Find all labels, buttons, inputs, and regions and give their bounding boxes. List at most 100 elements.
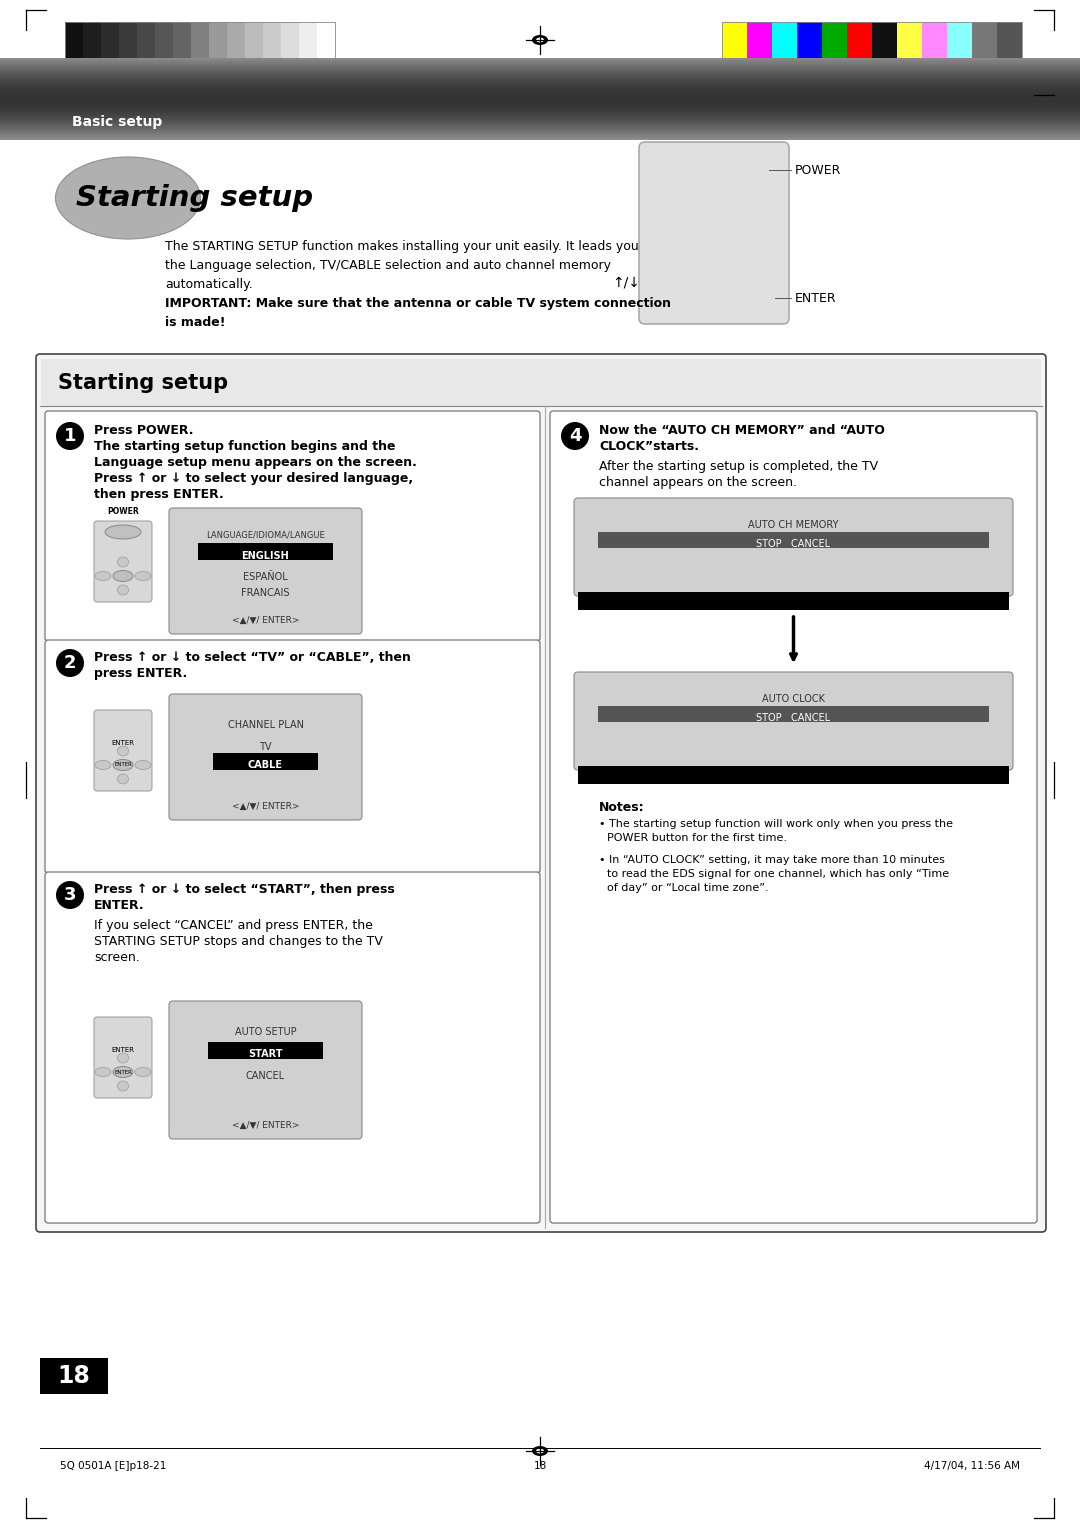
Ellipse shape <box>113 570 133 582</box>
Text: automatically.: automatically. <box>165 278 253 290</box>
Text: the Language selection, TV/CABLE selection and auto channel memory: the Language selection, TV/CABLE selecti… <box>165 260 611 272</box>
Bar <box>797 21 822 58</box>
Text: 5Q 0501A [E]p18-21: 5Q 0501A [E]p18-21 <box>60 1461 166 1471</box>
Bar <box>102 21 119 58</box>
Ellipse shape <box>707 186 719 194</box>
Bar <box>723 21 747 58</box>
Ellipse shape <box>95 761 111 770</box>
Bar <box>723 21 1022 58</box>
Text: CABLE: CABLE <box>248 759 283 770</box>
FancyBboxPatch shape <box>168 694 362 821</box>
Ellipse shape <box>683 258 696 266</box>
Ellipse shape <box>118 585 129 594</box>
Bar <box>299 21 318 58</box>
Text: POWER button for the first time.: POWER button for the first time. <box>607 833 787 843</box>
Text: AUTO SETUP: AUTO SETUP <box>234 1027 296 1038</box>
FancyBboxPatch shape <box>94 521 152 602</box>
Text: ENTER: ENTER <box>114 1070 132 1074</box>
Bar <box>208 1042 323 1059</box>
Bar <box>213 753 318 770</box>
Ellipse shape <box>105 526 141 539</box>
Text: ENTER: ENTER <box>111 1047 135 1053</box>
Ellipse shape <box>683 205 696 211</box>
Bar <box>772 21 797 58</box>
Ellipse shape <box>118 1053 129 1063</box>
Bar <box>598 532 989 549</box>
Text: AUTO CH MEMORY: AUTO CH MEMORY <box>748 520 839 530</box>
Text: of day” or “Local time zone”.: of day” or “Local time zone”. <box>607 883 769 892</box>
FancyBboxPatch shape <box>168 507 362 634</box>
Ellipse shape <box>683 240 696 248</box>
Text: Press ↑ or ↓ to select “TV” or “CABLE”, then: Press ↑ or ↓ to select “TV” or “CABLE”, … <box>94 651 410 665</box>
Text: <▲/▼/ ENTER>: <▲/▼/ ENTER> <box>232 1122 299 1131</box>
Ellipse shape <box>118 775 129 784</box>
Text: CLOCK”starts.: CLOCK”starts. <box>599 440 699 452</box>
Ellipse shape <box>135 1068 151 1077</box>
Ellipse shape <box>683 186 696 194</box>
Bar <box>972 21 997 58</box>
Text: Starting setup: Starting setup <box>77 183 313 212</box>
Text: ↑/↓: ↑/↓ <box>612 277 640 290</box>
Text: 2: 2 <box>64 654 77 672</box>
FancyBboxPatch shape <box>550 411 1037 1222</box>
Text: 3: 3 <box>64 886 77 905</box>
Text: TV: TV <box>259 743 272 752</box>
Ellipse shape <box>118 558 129 567</box>
Text: CHANNEL PLAN: CHANNEL PLAN <box>228 720 303 730</box>
Text: ENGLISH: ENGLISH <box>242 552 289 561</box>
Ellipse shape <box>707 277 719 284</box>
Bar <box>65 21 83 58</box>
FancyBboxPatch shape <box>36 354 1047 1232</box>
Circle shape <box>56 649 84 677</box>
Ellipse shape <box>532 35 548 44</box>
Bar <box>578 591 1009 610</box>
Text: press ENTER.: press ENTER. <box>94 668 187 680</box>
Ellipse shape <box>536 38 544 43</box>
Text: STARTING SETUP stops and changes to the TV: STARTING SETUP stops and changes to the … <box>94 935 383 947</box>
Circle shape <box>56 422 84 451</box>
Ellipse shape <box>659 258 671 266</box>
Text: FRANCAIS: FRANCAIS <box>241 588 289 597</box>
Text: CANCEL: CANCEL <box>246 1071 285 1080</box>
Ellipse shape <box>135 571 151 581</box>
Bar <box>872 21 897 58</box>
Bar <box>137 21 156 58</box>
Circle shape <box>561 422 589 451</box>
Bar <box>173 21 191 58</box>
Text: channel appears on the screen.: channel appears on the screen. <box>599 477 797 489</box>
Ellipse shape <box>731 205 743 211</box>
FancyBboxPatch shape <box>45 640 540 872</box>
Text: STOP   CANCEL: STOP CANCEL <box>756 714 831 723</box>
Ellipse shape <box>536 1449 544 1453</box>
Bar <box>119 21 137 58</box>
Ellipse shape <box>113 759 133 770</box>
Bar <box>156 21 173 58</box>
Ellipse shape <box>707 205 719 211</box>
Text: ENTER: ENTER <box>114 762 132 767</box>
Text: POWER: POWER <box>107 507 139 516</box>
Ellipse shape <box>683 223 696 229</box>
Ellipse shape <box>683 277 696 284</box>
Ellipse shape <box>683 295 696 301</box>
Ellipse shape <box>707 240 719 248</box>
Text: is made!: is made! <box>165 316 226 329</box>
Ellipse shape <box>659 277 671 284</box>
Text: The starting setup function begins and the: The starting setup function begins and t… <box>94 440 395 452</box>
Bar <box>40 1358 108 1394</box>
Text: 18: 18 <box>57 1365 91 1387</box>
Ellipse shape <box>707 295 719 301</box>
Text: If you select “CANCEL” and press ENTER, the: If you select “CANCEL” and press ENTER, … <box>94 918 373 932</box>
Bar <box>318 21 335 58</box>
Bar <box>198 542 333 559</box>
FancyBboxPatch shape <box>639 142 789 324</box>
Bar <box>281 21 299 58</box>
Bar <box>598 706 989 723</box>
Ellipse shape <box>118 746 129 756</box>
FancyBboxPatch shape <box>168 1001 362 1138</box>
Bar <box>210 21 227 58</box>
Text: screen.: screen. <box>94 950 139 964</box>
Text: AUTO CLOCK: AUTO CLOCK <box>762 694 825 704</box>
Text: 1: 1 <box>64 426 77 445</box>
FancyBboxPatch shape <box>45 411 540 642</box>
Ellipse shape <box>731 295 743 301</box>
